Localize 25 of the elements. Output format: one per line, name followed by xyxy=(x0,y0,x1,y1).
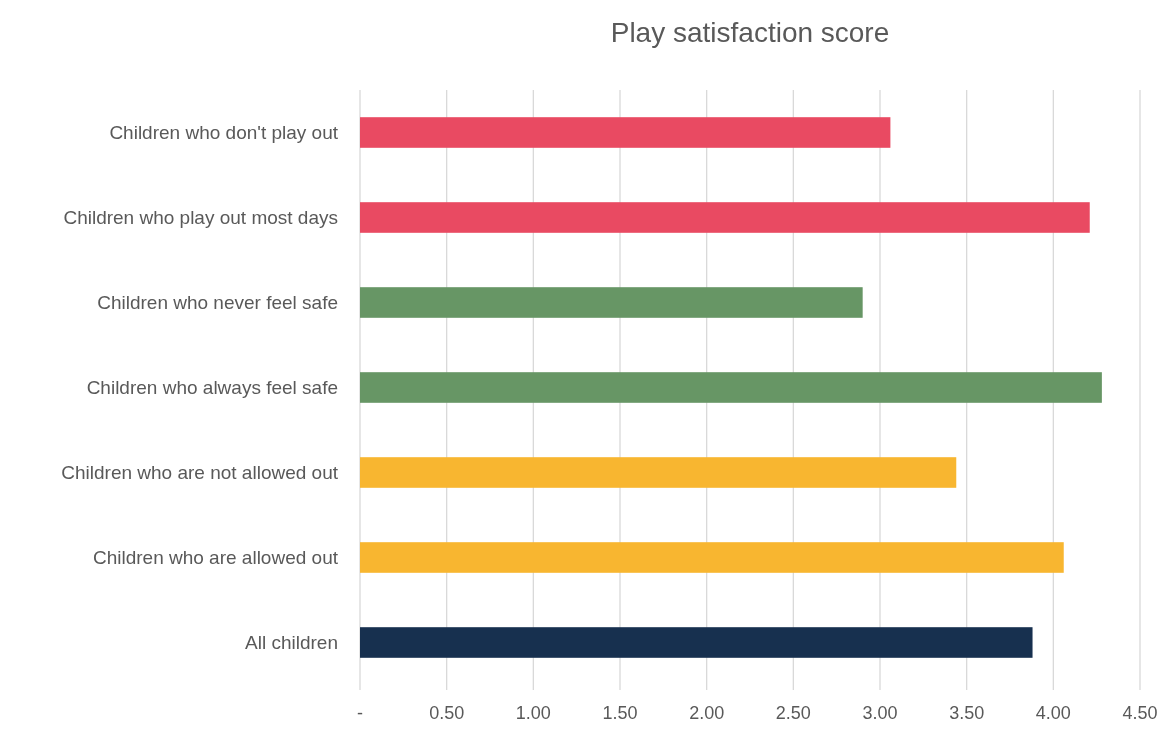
bar xyxy=(360,372,1102,403)
chart-title: Play satisfaction score xyxy=(610,17,890,48)
y-tick-label: All children xyxy=(245,632,338,654)
y-tick-label: Children who are allowed out xyxy=(92,547,339,569)
x-tick-label: 3.00 xyxy=(862,703,898,723)
x-tick-label: 2.50 xyxy=(775,703,811,723)
x-tick-label: 4.00 xyxy=(1035,703,1071,723)
y-tick-label: Children who don't play out xyxy=(109,122,339,144)
x-tick-label: 4.50 xyxy=(1122,703,1158,723)
x-tick-label: 3.50 xyxy=(949,703,985,723)
x-tick-label: 1.00 xyxy=(515,703,551,723)
x-tick-label: 2.00 xyxy=(689,703,725,723)
x-tick-label: 0.50 xyxy=(429,703,465,723)
bar xyxy=(360,287,863,318)
bar xyxy=(360,542,1064,573)
y-tick-label: Children who play out most days xyxy=(63,207,338,229)
x-tick-label: 1.50 xyxy=(602,703,638,723)
bar xyxy=(360,457,957,488)
y-tick-label: Children who always feel safe xyxy=(86,377,338,399)
bar xyxy=(360,202,1090,233)
bar xyxy=(360,117,891,148)
y-tick-label: Children who are not allowed out xyxy=(61,462,339,484)
y-tick-label: Children who never feel safe xyxy=(97,292,338,314)
x-tick-label: - xyxy=(357,703,363,723)
bar xyxy=(360,627,1033,658)
